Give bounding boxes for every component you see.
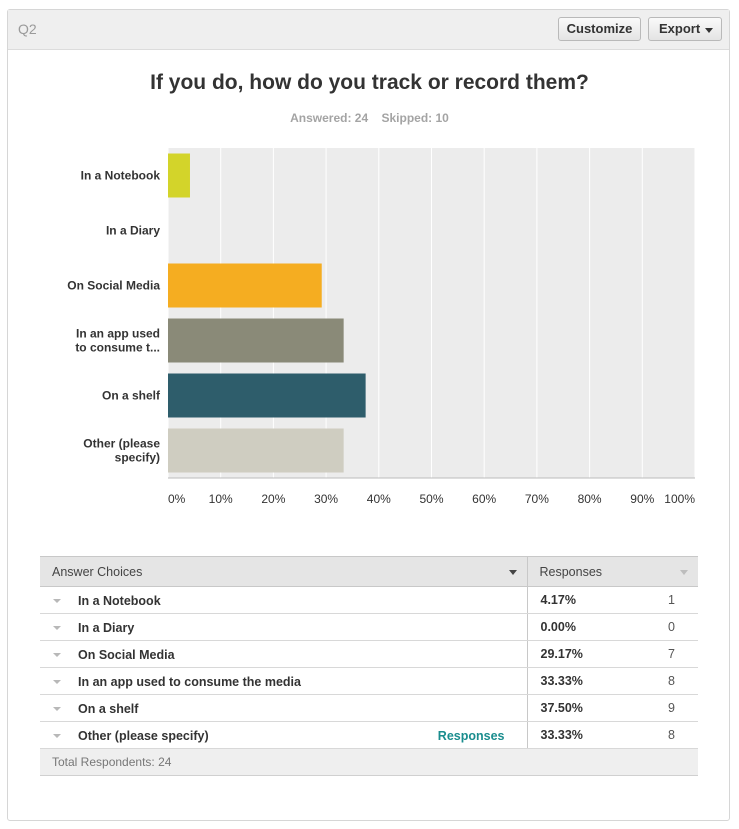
category-label: In a Notebook: [81, 169, 161, 183]
bar: [168, 153, 190, 198]
answered-count: Answered: 24: [290, 111, 369, 125]
table-footer-row: Total Respondents: 24: [40, 748, 698, 776]
x-tick-label: 80%: [578, 492, 602, 506]
table-row: On a shelf 37.50% 9: [40, 694, 698, 722]
response-count: 8: [668, 728, 675, 742]
response-cell: 4.17% 1: [527, 586, 698, 614]
answer-choice-cell: In an app used to consume the media: [40, 667, 528, 695]
export-button[interactable]: Export: [648, 17, 722, 41]
answer-choice-cell: Other (please specify) Responses: [40, 721, 528, 749]
table-row: On Social Media 29.17% 7: [40, 640, 698, 668]
x-tick-label: 70%: [525, 492, 549, 506]
response-cell: 0.00% 0: [527, 613, 698, 641]
x-tick-label: 30%: [314, 492, 338, 506]
customize-button[interactable]: Customize: [558, 17, 641, 41]
answer-choice-label: Other (please specify): [78, 729, 209, 743]
category-label: In a Diary: [106, 224, 160, 238]
export-label: Export: [659, 21, 701, 36]
question-label: Q2: [18, 21, 37, 37]
expand-caret-icon[interactable]: [53, 626, 61, 630]
response-count: 0: [668, 620, 675, 634]
answer-choice-label: In an app used to consume the media: [78, 675, 301, 689]
sort-down-icon: [680, 570, 688, 575]
expand-caret-icon[interactable]: [53, 734, 61, 738]
table-header-row: Answer Choices Responses: [40, 556, 698, 587]
bar: [168, 263, 322, 308]
x-tick-label: 40%: [367, 492, 391, 506]
category-label: On Social Media: [67, 279, 160, 293]
skipped-count: Skipped: 10: [381, 111, 449, 125]
response-percent: 37.50%: [540, 701, 583, 715]
category-label: specify): [115, 451, 160, 465]
x-tick-label: 90%: [630, 492, 654, 506]
answer-choice-label: In a Notebook: [78, 594, 161, 608]
category-label: Other (please: [83, 437, 160, 451]
category-label: to consume t...: [75, 341, 160, 355]
responses-header[interactable]: Responses: [527, 556, 698, 587]
answer-choices-label: Answer Choices: [52, 564, 143, 579]
response-count: 1: [668, 593, 675, 607]
total-respondents: Total Respondents: 24: [40, 748, 698, 776]
bar: [168, 318, 344, 363]
response-cell: 33.33% 8: [527, 721, 698, 749]
answer-choice-cell: On Social Media: [40, 640, 528, 668]
expand-caret-icon[interactable]: [53, 707, 61, 711]
response-count: 9: [668, 701, 675, 715]
bar: [168, 373, 366, 418]
expand-caret-icon[interactable]: [53, 653, 61, 657]
answer-choice-cell: On a shelf: [40, 694, 528, 722]
expand-caret-icon[interactable]: [53, 680, 61, 684]
response-percent: 29.17%: [540, 647, 583, 661]
chart-title: If you do, how do you track or record th…: [150, 71, 589, 94]
table-body: In a Notebook 4.17% 1 In a Diary 0.00% 0 On So…: [40, 586, 698, 749]
answer-choice-cell: In a Notebook: [40, 586, 528, 614]
chevron-down-icon: [705, 28, 713, 33]
answer-choice-label: In a Diary: [78, 621, 135, 635]
panel-header: Q2 Customize Export: [8, 10, 729, 50]
bar: [168, 428, 344, 473]
responses-label: Responses: [539, 564, 603, 579]
answer-choices-header[interactable]: Answer Choices: [40, 556, 528, 587]
x-tick-label: 10%: [209, 492, 233, 506]
x-tick-label: 50%: [419, 492, 443, 506]
response-count: 7: [668, 647, 675, 661]
x-tick-label: 100%: [664, 492, 695, 506]
response-cell: 37.50% 9: [527, 694, 698, 722]
response-percent: 33.33%: [540, 728, 583, 742]
answer-table: Answer Choices Responses In a Notebook 4.…: [40, 556, 698, 776]
response-percent: 0.00%: [540, 620, 576, 634]
expand-caret-icon[interactable]: [53, 599, 61, 603]
sort-down-icon: [508, 570, 517, 575]
x-tick-label: 20%: [261, 492, 285, 506]
category-label: In an app used: [76, 327, 160, 341]
response-cell: 29.17% 7: [527, 640, 698, 668]
table-row: In a Diary 0.00% 0: [40, 613, 698, 641]
category-label: On a shelf: [102, 389, 161, 403]
answer-choice-label: On Social Media: [78, 648, 175, 662]
response-percent: 33.33%: [540, 674, 583, 688]
response-count: 8: [668, 674, 675, 688]
x-tick-label: 0%: [168, 492, 186, 506]
table-row: In an app used to consume the media 33.33…: [40, 667, 698, 695]
bar-chart: 0% 10% 20% 30% 40% 50% 60% 70% 80% 90% 100% In a No…: [67, 148, 696, 506]
x-tick-label: 60%: [472, 492, 496, 506]
response-cell: 33.33% 8: [527, 667, 698, 695]
answer-choice-cell: In a Diary: [40, 613, 528, 641]
response-summary: Answered: 24 Skipped: 10: [0, 111, 739, 125]
table-row: Other (please specify) Responses 33.33% 8: [40, 721, 698, 749]
answer-choice-label: On a shelf: [78, 702, 139, 716]
response-percent: 4.17%: [540, 593, 576, 607]
view-responses-link[interactable]: Responses: [437, 729, 505, 743]
table-row: In a Notebook 4.17% 1: [40, 586, 698, 614]
